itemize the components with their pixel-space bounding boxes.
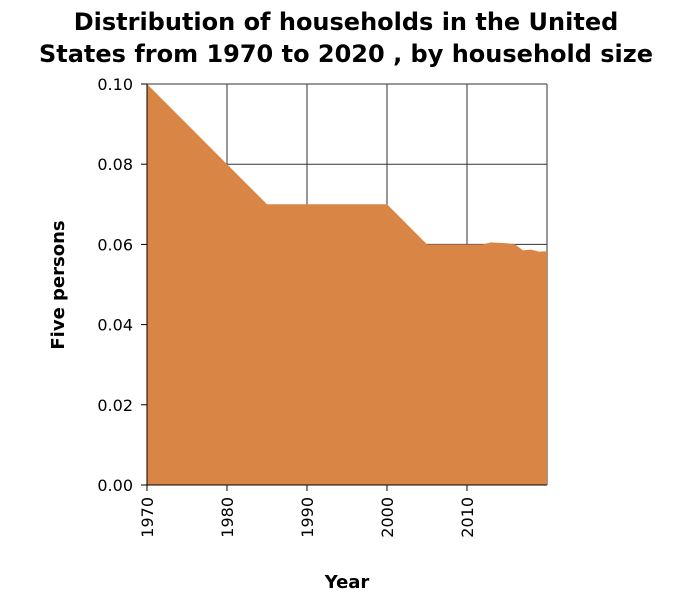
area-series xyxy=(147,84,547,485)
x-tick-label: 1980 xyxy=(218,497,237,538)
y-tick-label: 0.10 xyxy=(97,75,133,94)
chart-title-line-1: Distribution of households in the United xyxy=(74,8,619,36)
y-axis-label: Five persons xyxy=(48,220,69,349)
y-tick-label: 0.08 xyxy=(97,155,133,174)
chart-title: Distribution of households in the United… xyxy=(39,8,653,68)
x-tick-label: 1990 xyxy=(298,497,317,538)
y-tick-label: 0.06 xyxy=(97,235,133,254)
plot-area xyxy=(147,84,547,485)
y-tick-label: 0.04 xyxy=(97,316,133,335)
y-tick-label: 0.00 xyxy=(97,476,133,495)
x-tick-label: 1970 xyxy=(138,497,157,538)
y-tick-label: 0.02 xyxy=(97,396,133,415)
x-axis-label: Year xyxy=(324,572,370,593)
chart-title-line-2: States from 1970 to 2020 , by household … xyxy=(39,40,653,68)
x-tick-label: 2000 xyxy=(378,497,397,538)
axes: 0.00 0.02 0.04 0.06 0.08 0.10 1970 1980 1990 2000… xyxy=(97,75,547,538)
x-tick-label: 2010 xyxy=(458,497,477,538)
